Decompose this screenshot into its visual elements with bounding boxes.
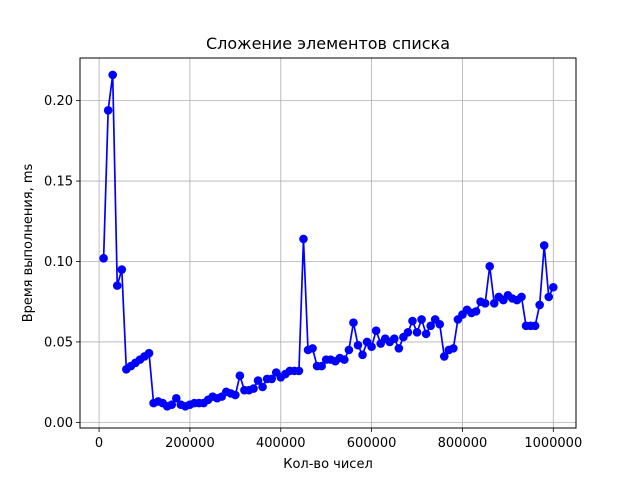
y-tick-label: 0.10 xyxy=(44,255,73,270)
data-point xyxy=(349,318,358,327)
y-tick-label: 0.05 xyxy=(44,335,73,350)
y-tick-label: 0.15 xyxy=(44,175,73,190)
y-tick-label: 0.20 xyxy=(44,94,73,109)
x-tick-label: 600000 xyxy=(347,436,397,451)
data-point xyxy=(308,344,317,353)
data-point xyxy=(403,327,413,337)
data-point xyxy=(144,348,154,358)
y-tick-label: 0.00 xyxy=(44,416,73,431)
data-point xyxy=(267,374,276,384)
data-point xyxy=(167,400,177,409)
data-point xyxy=(253,376,263,385)
data-point xyxy=(408,316,417,326)
data-point xyxy=(439,352,449,361)
data-point xyxy=(117,265,127,274)
data-point xyxy=(258,382,267,392)
data-point xyxy=(530,321,540,331)
data-point xyxy=(249,384,258,393)
data-point xyxy=(235,371,245,381)
data-point xyxy=(103,105,113,115)
data-point xyxy=(485,262,494,271)
data-series xyxy=(99,70,558,411)
x-tick-label: 800000 xyxy=(438,436,488,451)
data-point xyxy=(535,300,544,310)
data-point xyxy=(390,334,399,344)
data-point xyxy=(435,319,445,329)
data-point xyxy=(340,355,349,364)
data-point xyxy=(317,361,326,371)
data-point xyxy=(371,326,381,335)
x-tick-label: 200000 xyxy=(165,436,215,451)
data-point xyxy=(99,253,108,263)
data-point xyxy=(112,281,122,290)
x-tick-label: 0 xyxy=(95,436,103,451)
data-point xyxy=(539,241,549,250)
y-axis-ticks: 0.00 0.05 0.10 0.15 0.20 xyxy=(44,94,80,431)
data-point xyxy=(294,366,304,376)
data-point xyxy=(171,393,181,403)
data-point xyxy=(544,292,554,302)
data-point xyxy=(412,327,422,337)
y-axis-label: Время выполнения, ms xyxy=(21,163,36,322)
data-point xyxy=(548,282,558,292)
data-point xyxy=(417,315,426,324)
axes-frame xyxy=(79,57,577,429)
data-point xyxy=(489,299,499,308)
data-point xyxy=(344,345,354,355)
data-point xyxy=(367,342,376,352)
data-point xyxy=(231,390,240,400)
x-tick-label: 1000000 xyxy=(524,436,582,451)
data-point xyxy=(353,340,363,350)
data-point xyxy=(108,70,118,80)
grid-lines xyxy=(80,58,576,428)
data-point xyxy=(480,299,490,308)
data-point xyxy=(299,234,308,244)
data-point xyxy=(394,344,404,353)
data-point xyxy=(517,292,526,302)
data-point xyxy=(426,321,435,331)
data-point xyxy=(421,329,431,339)
x-tick-label: 400000 xyxy=(256,436,306,451)
data-point xyxy=(471,307,481,316)
data-point xyxy=(358,350,367,360)
x-axis-ticks: 0 200000 400000 600000 800000 1000000 xyxy=(95,428,582,451)
chart-title: Сложение элементов списка xyxy=(206,34,450,53)
x-axis-label: Кол-во чисел xyxy=(283,457,373,472)
data-point xyxy=(449,344,458,353)
